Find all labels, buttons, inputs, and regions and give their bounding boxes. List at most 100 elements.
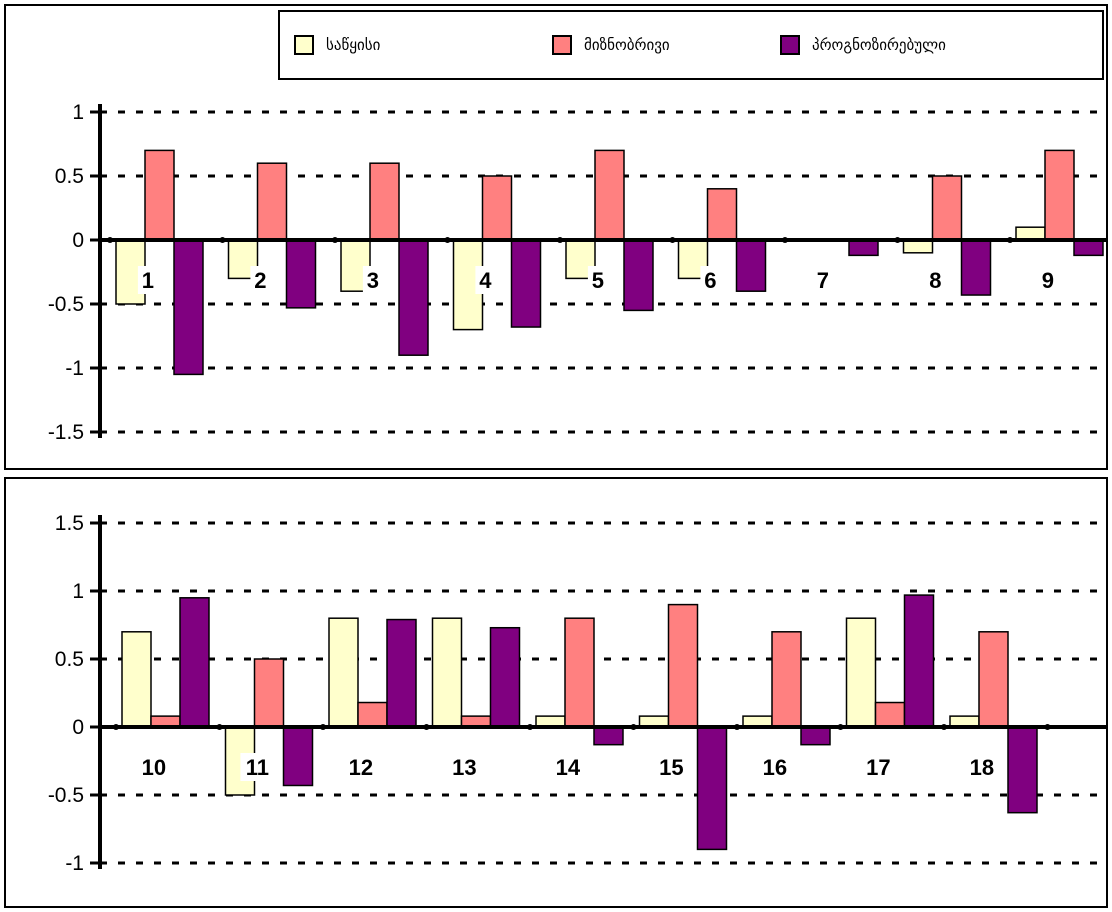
bar-forecast	[1007, 726, 1038, 814]
x-tick	[734, 724, 740, 730]
bar-optimal	[874, 701, 906, 728]
category-label: 15	[659, 755, 683, 780]
x-tick	[113, 724, 119, 730]
x-tick	[216, 724, 223, 730]
bar-optimal	[931, 175, 963, 241]
legend: საწყისი მიზნობრივი პროგნოზირებული	[278, 10, 1104, 80]
category-label: 4	[479, 268, 492, 293]
x-tick	[107, 237, 113, 243]
x-tick	[630, 724, 637, 730]
x-tick	[837, 724, 844, 730]
chart-svg-top: 1 0.5 0 -0.5 -1 -1.5 1 2 3 4 5 6 7 8 9	[48, 101, 1106, 444]
bar-forecast	[903, 594, 935, 728]
legend-item-initial: საწყისი	[294, 12, 380, 78]
x-tick	[941, 724, 947, 730]
category-label-bg	[250, 266, 271, 294]
category-label-bg	[343, 753, 378, 781]
category-label-bg	[587, 266, 608, 294]
legend-label-initial: საწყისი	[326, 36, 381, 54]
legend-item-forecast: პროგნოზირებული	[780, 12, 946, 78]
x-tick	[894, 237, 901, 243]
bar-forecast	[489, 626, 521, 728]
category-label: 12	[349, 755, 373, 780]
y-tick-label: -1	[65, 852, 84, 875]
x-tick	[332, 237, 338, 243]
bar-forecast	[848, 239, 879, 257]
y-tick-label: -0.5	[48, 784, 84, 807]
category-label: 7	[817, 268, 829, 293]
y-tick-label: -0.5	[48, 293, 84, 316]
bar-initial	[431, 617, 463, 728]
y-tick-label: 1	[72, 580, 84, 603]
legend-swatch-forecast	[780, 35, 800, 55]
bar-optimal	[771, 631, 802, 728]
category-label: 17	[866, 755, 890, 780]
bar-forecast	[179, 597, 210, 728]
category-label-bg	[475, 266, 496, 294]
x-tick	[1007, 237, 1013, 243]
category-label: 1	[142, 268, 154, 293]
category-label-bg	[447, 753, 482, 781]
y-tick-label: -1.5	[48, 421, 84, 444]
y-tick-label: 0.5	[55, 165, 84, 188]
bar-optimal	[357, 701, 388, 728]
x-tick	[557, 237, 563, 243]
x-tick	[444, 237, 451, 243]
legend-item-optimal: მიზნობრივი	[552, 12, 670, 78]
category-label-bg	[136, 753, 171, 781]
category-label: 2	[254, 268, 266, 293]
category-label: 9	[1042, 268, 1054, 293]
bar-optimal	[594, 149, 625, 241]
category-label-bg	[1037, 266, 1058, 294]
category-label-bg	[550, 753, 585, 781]
x-tick	[320, 724, 326, 730]
category-label-bg	[757, 753, 792, 781]
bar-forecast	[960, 239, 992, 296]
bar-optimal	[144, 149, 175, 241]
category-label: 6	[704, 268, 716, 293]
bar-optimal	[706, 188, 738, 241]
category-label-bg	[240, 753, 275, 781]
bar-optimal	[564, 617, 595, 728]
bar-forecast	[1073, 239, 1104, 257]
bar-forecast	[510, 239, 542, 328]
category-label: 11	[246, 755, 269, 780]
category-label: 13	[452, 755, 476, 780]
chart-panel-top: 1 0.5 0 -0.5 -1 -1.5 1 2 3 4 5 6 7 8 9 საწყისი მიზნობრ…	[4, 4, 1108, 470]
bar-optimal	[253, 658, 285, 728]
y-tick-label: 0	[72, 229, 84, 252]
category-label: 8	[929, 268, 941, 293]
y-tick-label: 0.5	[55, 648, 84, 671]
chart-svg-bottom: 1.5 1 0.5 0 -0.5 -1 10 11 12 13 14 15 16 17 18	[48, 512, 1106, 875]
category-label: 16	[763, 755, 787, 780]
bar-initial	[121, 631, 152, 728]
y-tick-label: 1	[72, 101, 84, 124]
category-label-bg	[654, 753, 689, 781]
category-label: 5	[592, 268, 604, 293]
bar-initial	[845, 617, 877, 728]
x-tick	[219, 237, 226, 243]
bar-forecast	[800, 726, 831, 746]
x-tick	[423, 724, 430, 730]
bar-forecast	[285, 239, 317, 309]
legend-swatch-initial	[294, 35, 314, 55]
bar-optimal	[1044, 149, 1075, 241]
bar-forecast	[398, 239, 429, 356]
category-label-bg	[964, 753, 999, 781]
bar-initial	[328, 617, 359, 728]
y-tick-label: 0	[72, 716, 84, 739]
x-tick	[782, 237, 788, 243]
category-label-bg	[137, 266, 158, 294]
category-label: 18	[970, 755, 994, 780]
bar-optimal	[256, 162, 288, 241]
bar-optimal	[481, 175, 513, 241]
bar-forecast	[386, 618, 417, 728]
category-label: 10	[142, 755, 166, 780]
x-tick	[527, 724, 533, 730]
category-label: 14	[556, 755, 581, 780]
y-tick-label: -1	[65, 357, 84, 380]
category-label-bg	[925, 266, 946, 294]
bar-forecast	[173, 239, 204, 376]
legend-swatch-optimal	[552, 35, 572, 55]
bar-forecast	[623, 239, 654, 312]
